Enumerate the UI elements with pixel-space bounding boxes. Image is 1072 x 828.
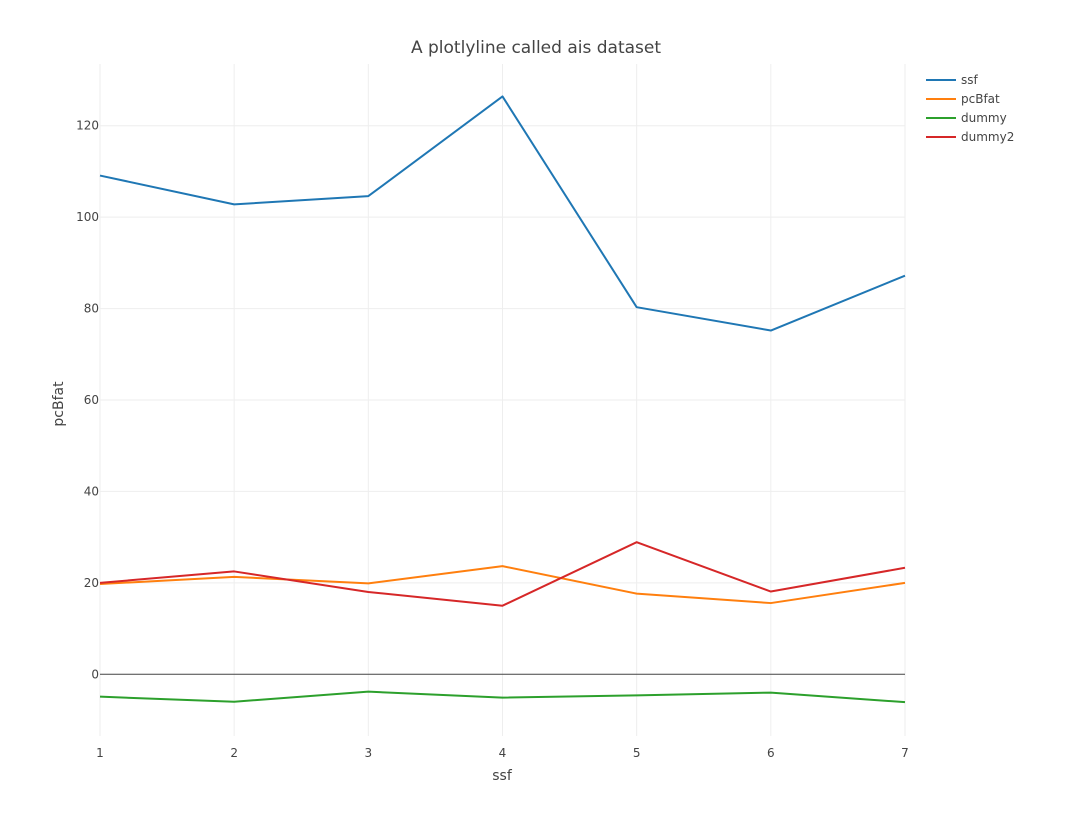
legend-label: pcBfat [961,92,1000,106]
legend[interactable]: ssf pcBfat dummy dummy2 [926,73,1014,144]
y-axis-title: pcBfat [51,381,67,427]
y-tick-label: 80 [84,302,99,316]
y-tick-label: 100 [76,210,99,224]
x-tick-label: 5 [633,746,641,760]
series-line-dummy2[interactable] [99,541,906,607]
series-line-ssf[interactable] [99,95,906,332]
legend-item-dummy2[interactable]: dummy2 [926,130,1014,144]
legend-item-pcBfat[interactable]: pcBfat [926,92,1000,106]
x-tick-label: 6 [767,746,775,760]
legend-label: dummy2 [961,130,1014,144]
y-axis-ticks: 0 20 40 60 80 100 120 [76,119,99,682]
series-line-dummy[interactable] [99,690,906,704]
y-tick-label: 0 [91,667,99,681]
x-tick-label: 7 [901,746,909,760]
legend-label: ssf [961,73,979,87]
series-line-pcBfat[interactable] [99,565,906,605]
x-tick-label: 2 [230,746,238,760]
x-tick-label: 1 [96,746,104,760]
y-tick-label: 60 [84,393,99,407]
x-tick-label: 3 [365,746,373,760]
x-tick-label: 4 [499,746,507,760]
y-tick-label: 20 [84,576,99,590]
y-tick-label: 40 [84,484,99,498]
grid-lines [99,64,906,736]
x-axis-title: ssf [492,768,513,784]
x-axis-ticks: 1 2 3 4 5 6 7 [96,746,909,760]
series-lines [99,95,906,704]
legend-item-dummy[interactable]: dummy [926,111,1007,125]
legend-label: dummy [961,111,1007,125]
legend-item-ssf[interactable]: ssf [926,73,979,87]
chart-title: A plotlyline called ais dataset [411,38,661,58]
y-tick-label: 120 [76,119,99,133]
